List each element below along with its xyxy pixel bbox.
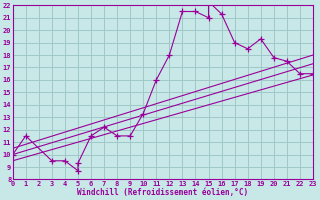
X-axis label: Windchill (Refroidissement éolien,°C): Windchill (Refroidissement éolien,°C): [77, 188, 248, 197]
